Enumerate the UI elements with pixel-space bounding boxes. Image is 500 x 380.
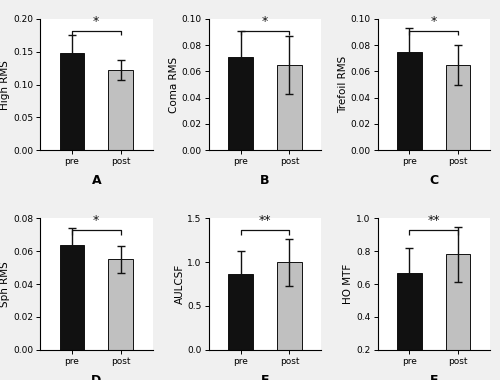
Bar [277, 262, 301, 350]
Y-axis label: HO MTF: HO MTF [344, 264, 353, 304]
Y-axis label: High RMS: High RMS [0, 60, 10, 109]
Text: *: * [93, 14, 100, 27]
Bar [108, 70, 133, 150]
Bar [446, 65, 470, 150]
X-axis label: B: B [260, 174, 270, 187]
Bar [397, 272, 421, 380]
Bar [108, 260, 133, 350]
Text: **: ** [259, 214, 271, 227]
X-axis label: A: A [92, 174, 101, 187]
Bar [397, 52, 421, 150]
Y-axis label: Trefoil RMS: Trefoil RMS [338, 56, 347, 113]
Bar [446, 255, 470, 380]
X-axis label: C: C [429, 174, 438, 187]
Bar [60, 245, 84, 350]
Text: *: * [93, 214, 100, 227]
X-axis label: D: D [91, 374, 102, 380]
Bar [228, 274, 253, 350]
Y-axis label: AULCSF: AULCSF [174, 264, 184, 304]
Bar [60, 53, 84, 150]
X-axis label: E: E [261, 374, 269, 380]
Bar [277, 65, 301, 150]
Text: *: * [262, 14, 268, 27]
Y-axis label: Sph RMS: Sph RMS [0, 261, 10, 307]
Y-axis label: Coma RMS: Coma RMS [169, 57, 179, 112]
Bar [228, 57, 253, 150]
Text: *: * [430, 14, 437, 27]
Text: **: ** [428, 214, 440, 227]
X-axis label: F: F [430, 374, 438, 380]
